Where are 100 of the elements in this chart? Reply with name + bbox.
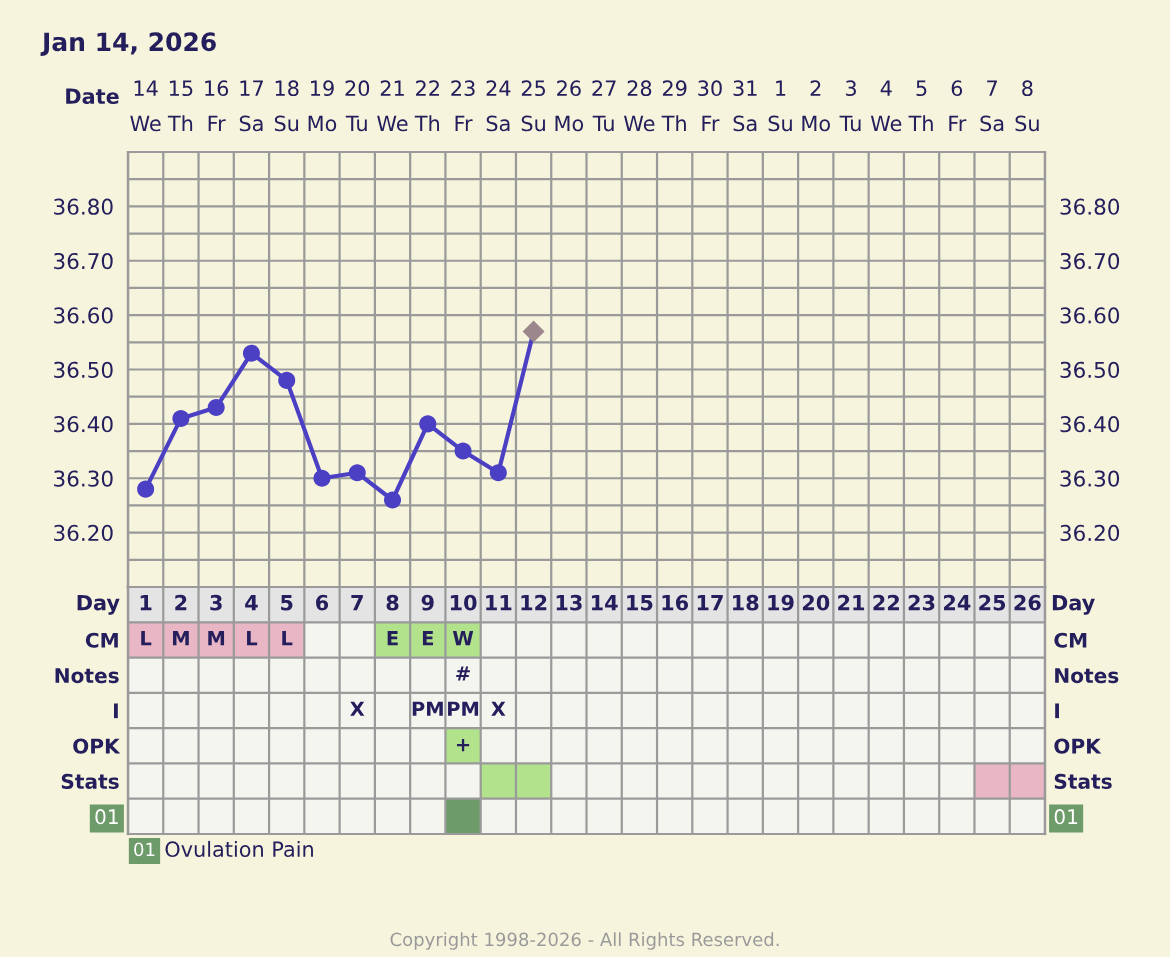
x-tick-label: 3 xyxy=(210,594,222,611)
text: Ovulation Pain xyxy=(165,840,313,858)
y-tick-label: 36.20 xyxy=(54,524,113,542)
x-tick-label: 4 We xyxy=(870,80,902,132)
point xyxy=(489,464,507,482)
x-tick-label: 1 xyxy=(140,595,152,611)
x-tick-label: 16 xyxy=(662,594,689,611)
x-tick-label: 1 Su xyxy=(768,80,792,132)
x-tick-label: 18 Su xyxy=(274,80,299,132)
x-tick-label: 6 Fr xyxy=(949,80,967,131)
y-tick-label: OPK xyxy=(73,738,121,754)
point xyxy=(348,464,366,482)
text: Copyright 1998-2026 - All Rights Reserved. xyxy=(390,932,779,950)
y2-tick-label: 36.30 xyxy=(1060,470,1120,487)
x-axis-title: Day xyxy=(1052,595,1095,615)
x-tick-label: 11 xyxy=(486,595,512,611)
text: PM xyxy=(448,701,479,716)
x-tick-label: 24 xyxy=(943,594,971,611)
y-tick-label: 36.70 xyxy=(54,252,113,270)
text: PM xyxy=(412,701,443,716)
x-tick-label: 4 xyxy=(245,595,258,611)
x-tick-label: 20 Tu xyxy=(345,80,370,132)
text: X xyxy=(350,701,365,716)
x-tick-label: 15 Th xyxy=(167,80,193,131)
y2-tick-label: OPK xyxy=(1054,738,1102,754)
y-tick-label: Notes xyxy=(55,668,119,684)
x-tick-label: 25 Su xyxy=(521,80,546,132)
x-tick-label: 19 xyxy=(768,594,794,611)
x-tick-label: 7 Sa xyxy=(980,80,1004,132)
text: X xyxy=(491,701,506,716)
point xyxy=(454,442,472,460)
point xyxy=(522,320,545,343)
point xyxy=(278,371,296,389)
y-tick-label: CM xyxy=(85,632,118,648)
y2-tick-label: Stats xyxy=(1054,773,1112,790)
point xyxy=(313,469,331,487)
x-tick-label: 2 xyxy=(175,594,187,611)
x-tick-label: 17 xyxy=(697,595,723,611)
text: L xyxy=(247,631,258,646)
x-tick-label: 20 xyxy=(802,594,830,611)
point xyxy=(172,409,190,427)
x-tick-label: 29 Th xyxy=(661,80,687,131)
text: M xyxy=(208,631,225,646)
text: E xyxy=(422,631,434,646)
point xyxy=(384,491,402,509)
x-tick-label: 19 Mo xyxy=(308,80,337,132)
y2-tick-label: 36.20 xyxy=(1060,524,1120,542)
x-tick-label: 14 We xyxy=(130,80,161,132)
x-tick-label: 22 xyxy=(873,594,899,611)
text: L xyxy=(141,631,152,646)
x-tick-label: 16 Fr xyxy=(205,80,229,131)
point xyxy=(137,480,155,498)
y-tick-label: 36.40 xyxy=(54,416,113,433)
x-tick-label: 23 xyxy=(908,594,935,611)
x-tick-label: 8 Su xyxy=(1015,80,1039,132)
point xyxy=(242,344,260,362)
x-tick-label: 3 Tu xyxy=(839,80,861,132)
y-tick-label: 01 xyxy=(95,809,118,825)
point xyxy=(419,415,437,433)
x-tick-label: 10 xyxy=(450,594,477,611)
y2-tick-label: 36.70 xyxy=(1060,252,1120,270)
y-tick-label: 36.30 xyxy=(54,470,113,487)
y-tick-label: 36.60 xyxy=(54,307,113,324)
x-tick-label: 17 Sa xyxy=(239,80,263,132)
text: Day xyxy=(77,595,120,615)
x-tick-label: 28 We xyxy=(624,80,655,132)
point xyxy=(207,399,225,417)
chart-title: Jan 14, 2026 xyxy=(40,32,216,56)
text: # xyxy=(456,666,470,681)
x-tick-label: 21 We xyxy=(377,80,408,132)
x-tick-label: 24 Sa xyxy=(486,80,511,132)
y2-tick-label: 36.50 xyxy=(1060,361,1120,378)
text: M xyxy=(173,631,189,646)
x-tick-label: 18 xyxy=(733,594,759,611)
y-tick-label: 36.50 xyxy=(54,361,113,378)
text: L xyxy=(282,631,293,646)
x-tick-label: 22 Th xyxy=(414,80,439,131)
y2-tick-label: 36.80 xyxy=(1060,198,1120,215)
x-tick-label: 25 xyxy=(979,594,1006,611)
x-tick-label: 27 Tu xyxy=(592,80,616,132)
x-tick-label: 15 xyxy=(627,595,653,611)
y-tick-label: 36.80 xyxy=(54,198,113,215)
text: 01 xyxy=(134,842,155,857)
x-tick-label: 26 xyxy=(1014,594,1041,611)
x-tick-label: 14 xyxy=(591,595,618,611)
x-tick-label: 2 Mo xyxy=(802,80,830,132)
text: E xyxy=(387,631,398,646)
x-tick-label: 31 Sa xyxy=(733,80,757,132)
y2-tick-label: 01 xyxy=(1054,809,1078,825)
y2-tick-label: 36.40 xyxy=(1060,416,1120,433)
y2-tick-label: 36.60 xyxy=(1060,307,1120,324)
x-tick-label: 6 xyxy=(316,594,329,611)
x-tick-label: 23 Fr xyxy=(451,80,475,131)
x-tick-label: 26 Mo xyxy=(555,80,584,132)
x-tick-label: 30 Fr xyxy=(698,80,722,131)
y-tick-label: Stats xyxy=(61,773,119,790)
y2-tick-label: I xyxy=(1055,703,1059,719)
x-axis-title: Date xyxy=(66,88,119,105)
x-tick-label: 5 xyxy=(281,595,293,611)
x-tick-label: 5 Th xyxy=(908,80,933,131)
